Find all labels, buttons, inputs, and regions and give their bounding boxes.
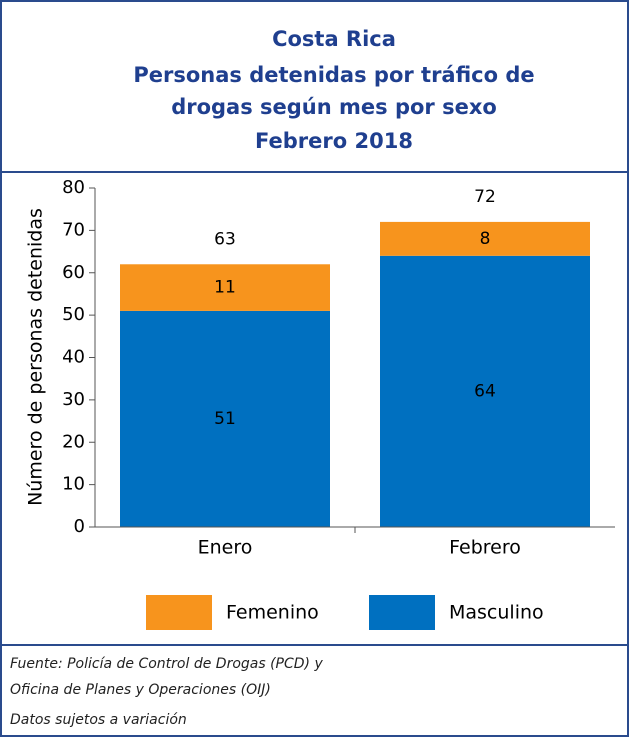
- legend-label: Femenino: [226, 602, 319, 624]
- legend-label: Masculino: [449, 602, 544, 624]
- footnote: Oficina de Planes y Operaciones (OIJ): [10, 682, 271, 698]
- y-axis-label: Número de personas detenidas: [25, 208, 47, 506]
- x-tick-label: Febrero: [449, 537, 521, 559]
- title: Personas detenidas por tráfico de: [133, 63, 534, 87]
- value-label: 8: [480, 229, 491, 249]
- title: drogas según mes por sexo: [171, 95, 497, 119]
- value-label: 51: [214, 409, 236, 429]
- legend-swatch: [146, 595, 212, 630]
- bar-segment: [120, 310, 330, 527]
- y-tick-label: 20: [62, 431, 85, 452]
- footnote: Datos sujetos a variación: [10, 712, 187, 728]
- bar-segment: [380, 255, 590, 528]
- y-tick-label: 70: [62, 219, 85, 240]
- total-label: 72: [474, 187, 496, 207]
- y-tick-label: 80: [62, 177, 85, 198]
- title: Costa Rica: [272, 27, 396, 51]
- value-label: 64: [474, 381, 496, 401]
- title: Febrero 2018: [255, 129, 413, 153]
- legend-swatch: [369, 595, 435, 630]
- y-tick-label: 50: [62, 304, 85, 325]
- y-tick-label: 40: [62, 347, 85, 368]
- y-tick-label: 10: [62, 474, 85, 495]
- x-tick-label: Enero: [198, 537, 253, 559]
- total-label: 63: [214, 229, 236, 249]
- y-tick-label: 0: [74, 516, 85, 537]
- bar-segment: [380, 221, 590, 256]
- bar-segment: [120, 264, 330, 311]
- value-label: 11: [214, 278, 236, 298]
- y-tick-label: 30: [62, 389, 85, 410]
- footnote: Fuente: Policía de Control de Drogas (PC…: [10, 656, 323, 672]
- y-tick-label: 60: [62, 262, 85, 283]
